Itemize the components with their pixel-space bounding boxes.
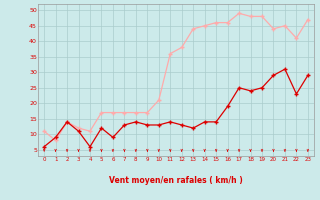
X-axis label: Vent moyen/en rafales ( km/h ): Vent moyen/en rafales ( km/h ): [109, 176, 243, 185]
